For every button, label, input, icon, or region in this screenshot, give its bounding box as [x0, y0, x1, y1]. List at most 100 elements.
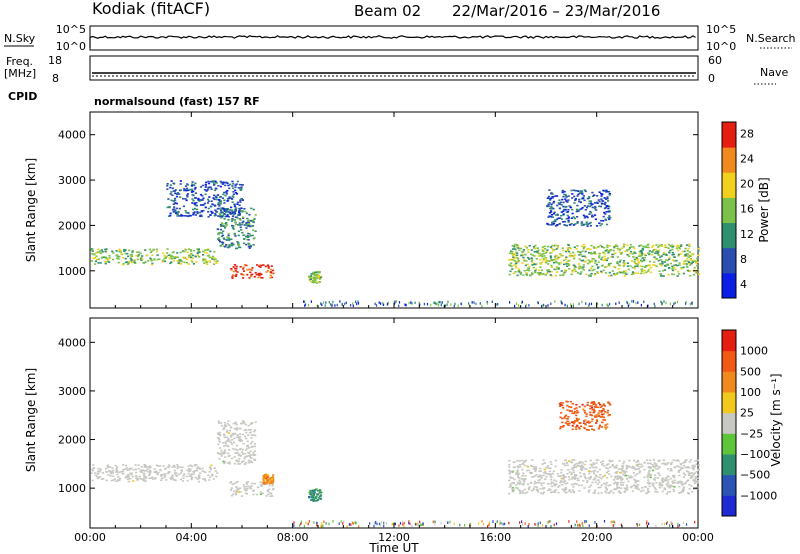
velocity-scatter-cell	[223, 451, 226, 453]
velocity-scatter-cell	[692, 473, 695, 475]
velocity-scatter-cell	[666, 468, 670, 470]
velocity-scatter-cell	[154, 477, 157, 480]
power-speckle	[588, 302, 590, 306]
velocity-scatter-cell	[574, 475, 577, 477]
power-scatter-cell	[149, 257, 152, 260]
velocity-scatter-cell	[211, 475, 214, 477]
velocity-scatter-cell	[124, 464, 128, 467]
power-scatter-cell	[620, 247, 624, 250]
power-scatter-cell	[207, 198, 210, 201]
power-scatter-cell	[187, 189, 190, 192]
power-scatter-cell	[317, 275, 320, 277]
power-scatter-cell	[215, 196, 218, 199]
velocity-scatter-cell	[240, 439, 243, 442]
power-scatter-cell	[571, 271, 574, 273]
power-scatter-cell	[242, 277, 245, 279]
velocity-speckle	[594, 521, 596, 524]
velocity-scatter-cell	[687, 466, 690, 469]
power-scatter-cell	[686, 269, 690, 272]
velocity-scatter-cell	[583, 410, 586, 412]
power-scatter-cell	[173, 190, 176, 192]
velocity-scatter-cell	[619, 492, 622, 494]
velocity-scatter-cell	[313, 493, 316, 495]
power-scatter-cell	[518, 249, 521, 252]
power-scatter-cell	[242, 274, 245, 276]
power-scatter-cell	[625, 273, 628, 275]
velocity-scatter-cell	[543, 487, 546, 489]
power-panel	[89, 111, 699, 309]
power-scatter-cell	[236, 216, 239, 219]
velocity-scatter-cell	[224, 449, 227, 452]
power-scatter-cell	[578, 267, 581, 270]
power-scatter-cell	[586, 248, 589, 250]
velocity-scatter-cell	[590, 401, 593, 404]
velocity-scatter-cell	[572, 422, 575, 425]
power-scatter-cell	[237, 224, 240, 226]
velocity-scatter-cell	[566, 409, 569, 411]
power-scatter-cell	[584, 256, 588, 259]
velocity-scatter-cell	[616, 486, 619, 489]
power-scatter-cell	[227, 236, 230, 239]
velocity-scatter-cell	[582, 466, 585, 468]
power-scatter-cell	[186, 258, 189, 261]
power-scatter-cell	[572, 255, 575, 258]
power-scatter-cell	[94, 260, 97, 263]
power-scatter-cell	[608, 193, 612, 195]
power-scatter-cell	[652, 264, 655, 266]
power-scatter-cell	[227, 219, 230, 221]
velocity-scatter-cell	[593, 410, 596, 413]
velocity-speckle	[665, 522, 668, 525]
power-scatter-cell	[567, 216, 570, 218]
velocity-speckle	[603, 520, 606, 523]
power-speckle	[486, 300, 488, 304]
velocity-scatter-cell	[567, 424, 570, 426]
power-scatter-cell	[138, 251, 141, 254]
velocity-scatter-cell	[656, 465, 659, 467]
velocity-scatter-cell	[621, 465, 624, 468]
power-scatter-cell	[663, 246, 666, 249]
velocity-scatter-cell	[663, 488, 666, 491]
power-scatter-cell	[540, 261, 543, 264]
velocity-scatter-cell	[537, 479, 540, 482]
velocity-scatter-cell	[656, 468, 659, 470]
power-scatter-cell	[592, 195, 595, 197]
velocity-scatter-cell	[508, 492, 511, 495]
velocity-scatter-cell	[518, 460, 521, 462]
velocity-scatter-cell	[604, 486, 607, 489]
power-speckle	[566, 304, 568, 308]
velocity-speckle	[496, 520, 498, 523]
velocity-scatter-cell	[549, 483, 552, 485]
velocity-scatter-cell	[575, 412, 578, 414]
velocity-scatter-cell	[651, 464, 654, 466]
power-scatter-cell	[241, 199, 244, 201]
power-scatter-cell	[630, 273, 633, 276]
power-scatter-cell	[520, 254, 523, 257]
power-scatter-cell	[541, 250, 544, 252]
power-scatter-cell	[513, 260, 516, 262]
power-scatter-cell	[530, 257, 533, 259]
power-scatter-cell	[634, 272, 637, 274]
velocity-speckle	[355, 521, 357, 525]
power-scatter-cell	[150, 258, 153, 260]
velocity-scatter-cell	[597, 486, 600, 489]
velocity-scatter-cell	[313, 499, 317, 502]
nsearch-tick-bottom: 10^0	[706, 40, 736, 53]
power-scatter-cell	[538, 252, 541, 255]
velocity-speckle	[694, 520, 696, 524]
velocity-scatter-cell	[649, 459, 652, 462]
power-scatter-cell	[537, 255, 540, 257]
velocity-scatter-cell	[268, 482, 271, 485]
velocity-scatter-cell	[319, 497, 322, 500]
power-scatter-cell	[183, 250, 186, 253]
power-scatter-cell	[608, 194, 611, 196]
power-scatter-cell	[590, 244, 593, 247]
velocity-speckle	[483, 522, 485, 526]
velocity-scatter-cell	[593, 472, 596, 475]
velocity-scatter-cell	[609, 404, 612, 406]
power-scatter-cell	[130, 261, 134, 264]
velocity-scatter-cell	[629, 475, 632, 477]
velocity-scatter-cell	[168, 464, 171, 467]
power-scatter-cell	[179, 251, 182, 254]
velocity-scatter-cell	[647, 472, 650, 474]
power-scatter-cell	[230, 206, 233, 209]
